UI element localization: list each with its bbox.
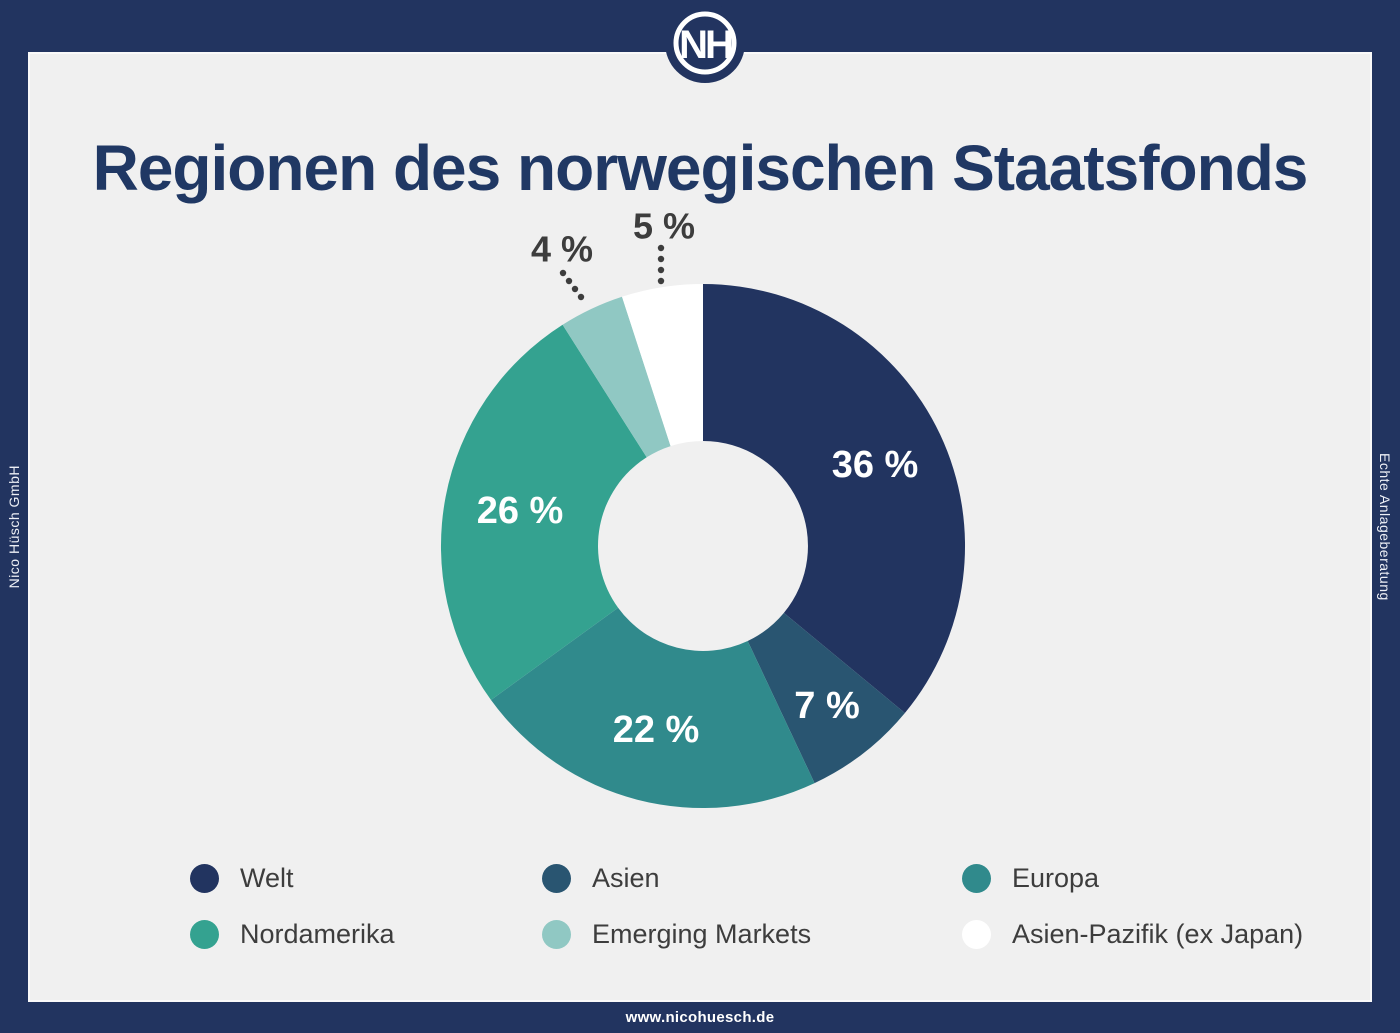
slice-value-label-emerging-markets: 4 % [531, 229, 593, 270]
right-edge-bar: Echte Anlageberatung [1370, 52, 1400, 1002]
donut-chart: 36 % 7 % 22 % 26 % 4 % 5 % [440, 206, 966, 809]
brand-logo: NH [665, 3, 745, 83]
legend-item-asien: Asien [542, 856, 962, 900]
legend-label: Emerging Markets [592, 918, 812, 949]
legend-label: Europa [1012, 862, 1100, 893]
legend-swatch-asien-pazifik-ex-japan [962, 919, 991, 949]
legend-label: Welt [240, 862, 294, 893]
page-title: Regionen des norwegischen Staatsfonds [92, 131, 1309, 204]
donut-slice-asien-pazifik-ex-japan [622, 283, 703, 447]
leader-dot [577, 293, 585, 301]
slice-value-label-nordamerika: 26 % [477, 490, 564, 532]
content-panel [28, 52, 1372, 1002]
slice-value-label-asien-pazifik-ex-japan: 5 % [633, 206, 695, 247]
leader-dot [657, 244, 665, 252]
legend-swatch-welt [190, 863, 219, 893]
donut-slice-welt [703, 284, 966, 713]
footer-url: www.nicohuesch.de [625, 1009, 775, 1026]
legend-swatch-nordamerika [190, 919, 219, 949]
legend-item-emerging-markets: Emerging Markets [542, 912, 962, 956]
leader-dot [657, 266, 665, 274]
footer-bar: www.nicohuesch.de [0, 1002, 1400, 1033]
chart-legend: Welt Asien Europa Nordamerika Emerging Marke… [190, 856, 1303, 956]
legend-item-nordamerika: Nordamerika [190, 912, 542, 956]
leader-dot [657, 277, 665, 285]
donut-slice-asien [747, 612, 905, 784]
leader-dot [657, 255, 665, 263]
slice-value-label-asien: 7 % [794, 685, 859, 727]
leader-dot [559, 269, 567, 277]
leader-dots-emerging-markets [559, 269, 585, 301]
leader-dot [571, 285, 579, 293]
legend-swatch-asien [542, 863, 571, 893]
legend-item-welt: Welt [190, 856, 542, 900]
legend-swatch-europa [962, 863, 991, 893]
left-edge-bar: Nico Hüsch GmbH [0, 52, 28, 1002]
logo-ring [673, 11, 737, 75]
logo-monogram: NH [679, 23, 732, 67]
legend-item-asien-pazifik-ex-japan: Asien-Pazifik (ex Japan) [962, 912, 1303, 956]
slice-value-label-welt: 36 % [832, 444, 919, 486]
donut-slice-emerging-markets [562, 296, 671, 458]
leader-dot [565, 277, 573, 285]
legend-swatch-emerging-markets [542, 919, 571, 949]
legend-item-europa: Europa [962, 856, 1303, 900]
donut-slice-europa [491, 607, 815, 809]
legend-label: Asien-Pazifik (ex Japan) [1012, 918, 1304, 949]
right-edge-text: Echte Anlageberatung [1377, 453, 1393, 601]
slice-value-label-europa: 22 % [613, 709, 700, 751]
donut-slice-nordamerika [440, 324, 647, 700]
left-edge-text: Nico Hüsch GmbH [6, 465, 22, 589]
legend-label: Nordamerika [240, 918, 395, 949]
leader-dots-asien-pazifik-ex-japan [657, 244, 665, 285]
legend-label: Asien [592, 862, 660, 893]
